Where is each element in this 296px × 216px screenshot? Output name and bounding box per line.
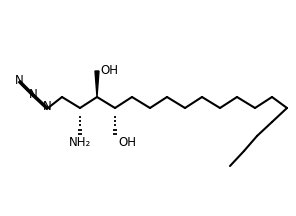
Text: N: N (15, 73, 23, 86)
Polygon shape (95, 71, 99, 97)
Text: OH: OH (118, 136, 136, 149)
Text: N: N (29, 87, 37, 100)
Text: OH: OH (100, 64, 118, 76)
Text: NH₂: NH₂ (69, 136, 91, 149)
Text: N: N (43, 100, 52, 113)
